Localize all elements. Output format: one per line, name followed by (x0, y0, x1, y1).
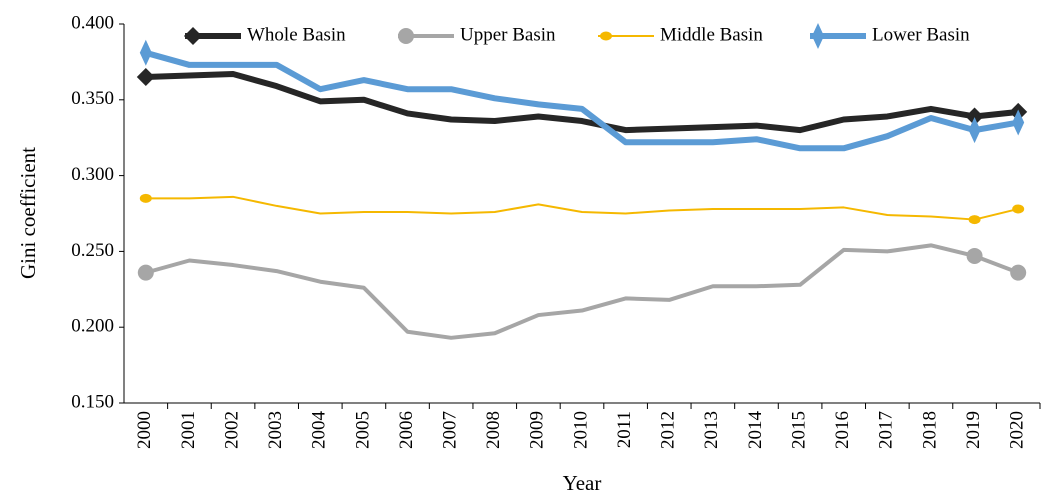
x-tick-label: 2014 (745, 411, 766, 450)
x-tick-label: 2001 (178, 411, 199, 449)
y-tick-label: 0.400 (71, 12, 114, 33)
y-axis-label: Gini coefficient (16, 147, 40, 279)
x-tick-label: 2011 (614, 411, 635, 448)
x-tick-label: 2012 (658, 411, 679, 449)
y-tick-label: 0.200 (71, 316, 114, 337)
series-line (145, 195, 1019, 221)
x-tick-label: 2009 (527, 411, 548, 449)
x-tick-label: 2003 (265, 411, 286, 449)
x-tick-label: 2019 (963, 411, 984, 449)
marker (968, 117, 981, 144)
marker (184, 27, 202, 45)
legend-label: Middle Basin (660, 24, 763, 45)
x-tick-label: 2000 (134, 411, 155, 449)
y-tick-label: 0.300 (71, 164, 114, 185)
marker (137, 264, 154, 281)
x-tick-label: 2006 (396, 411, 417, 449)
x-tick-label: 2005 (352, 411, 373, 449)
x-tick-label: 2017 (876, 411, 897, 449)
x-tick-label: 2013 (701, 411, 722, 449)
legend-label: Whole Basin (247, 24, 346, 45)
x-tick-label: 2002 (221, 411, 242, 449)
series-line (145, 49, 1019, 152)
marker (965, 107, 984, 126)
marker (139, 193, 152, 203)
x-tick-label: 2008 (483, 411, 504, 449)
legend-label: Upper Basin (460, 24, 556, 45)
marker (398, 28, 414, 44)
marker (812, 23, 824, 49)
marker (600, 31, 612, 41)
series-line (145, 71, 1019, 134)
marker (136, 68, 155, 87)
x-tick-label: 2018 (919, 411, 940, 449)
y-tick-label: 0.250 (71, 240, 114, 261)
x-tick-label: 2007 (440, 411, 461, 449)
x-tick-label: 2015 (788, 411, 809, 449)
marker (1010, 264, 1027, 281)
marker (968, 215, 981, 225)
x-tick-label: 2004 (309, 411, 330, 450)
marker (1012, 109, 1025, 136)
x-tick-label: 2020 (1007, 411, 1028, 449)
series-line (145, 243, 1019, 340)
legend-label: Lower Basin (872, 24, 970, 45)
x-axis-label: Year (563, 471, 602, 495)
y-tick-label: 0.150 (71, 391, 114, 412)
x-tick-label: 2010 (570, 411, 591, 449)
y-tick-label: 0.350 (71, 88, 114, 109)
x-tick-label: 2016 (832, 411, 853, 449)
marker (966, 247, 983, 264)
marker (139, 39, 152, 66)
marker (1012, 204, 1025, 214)
